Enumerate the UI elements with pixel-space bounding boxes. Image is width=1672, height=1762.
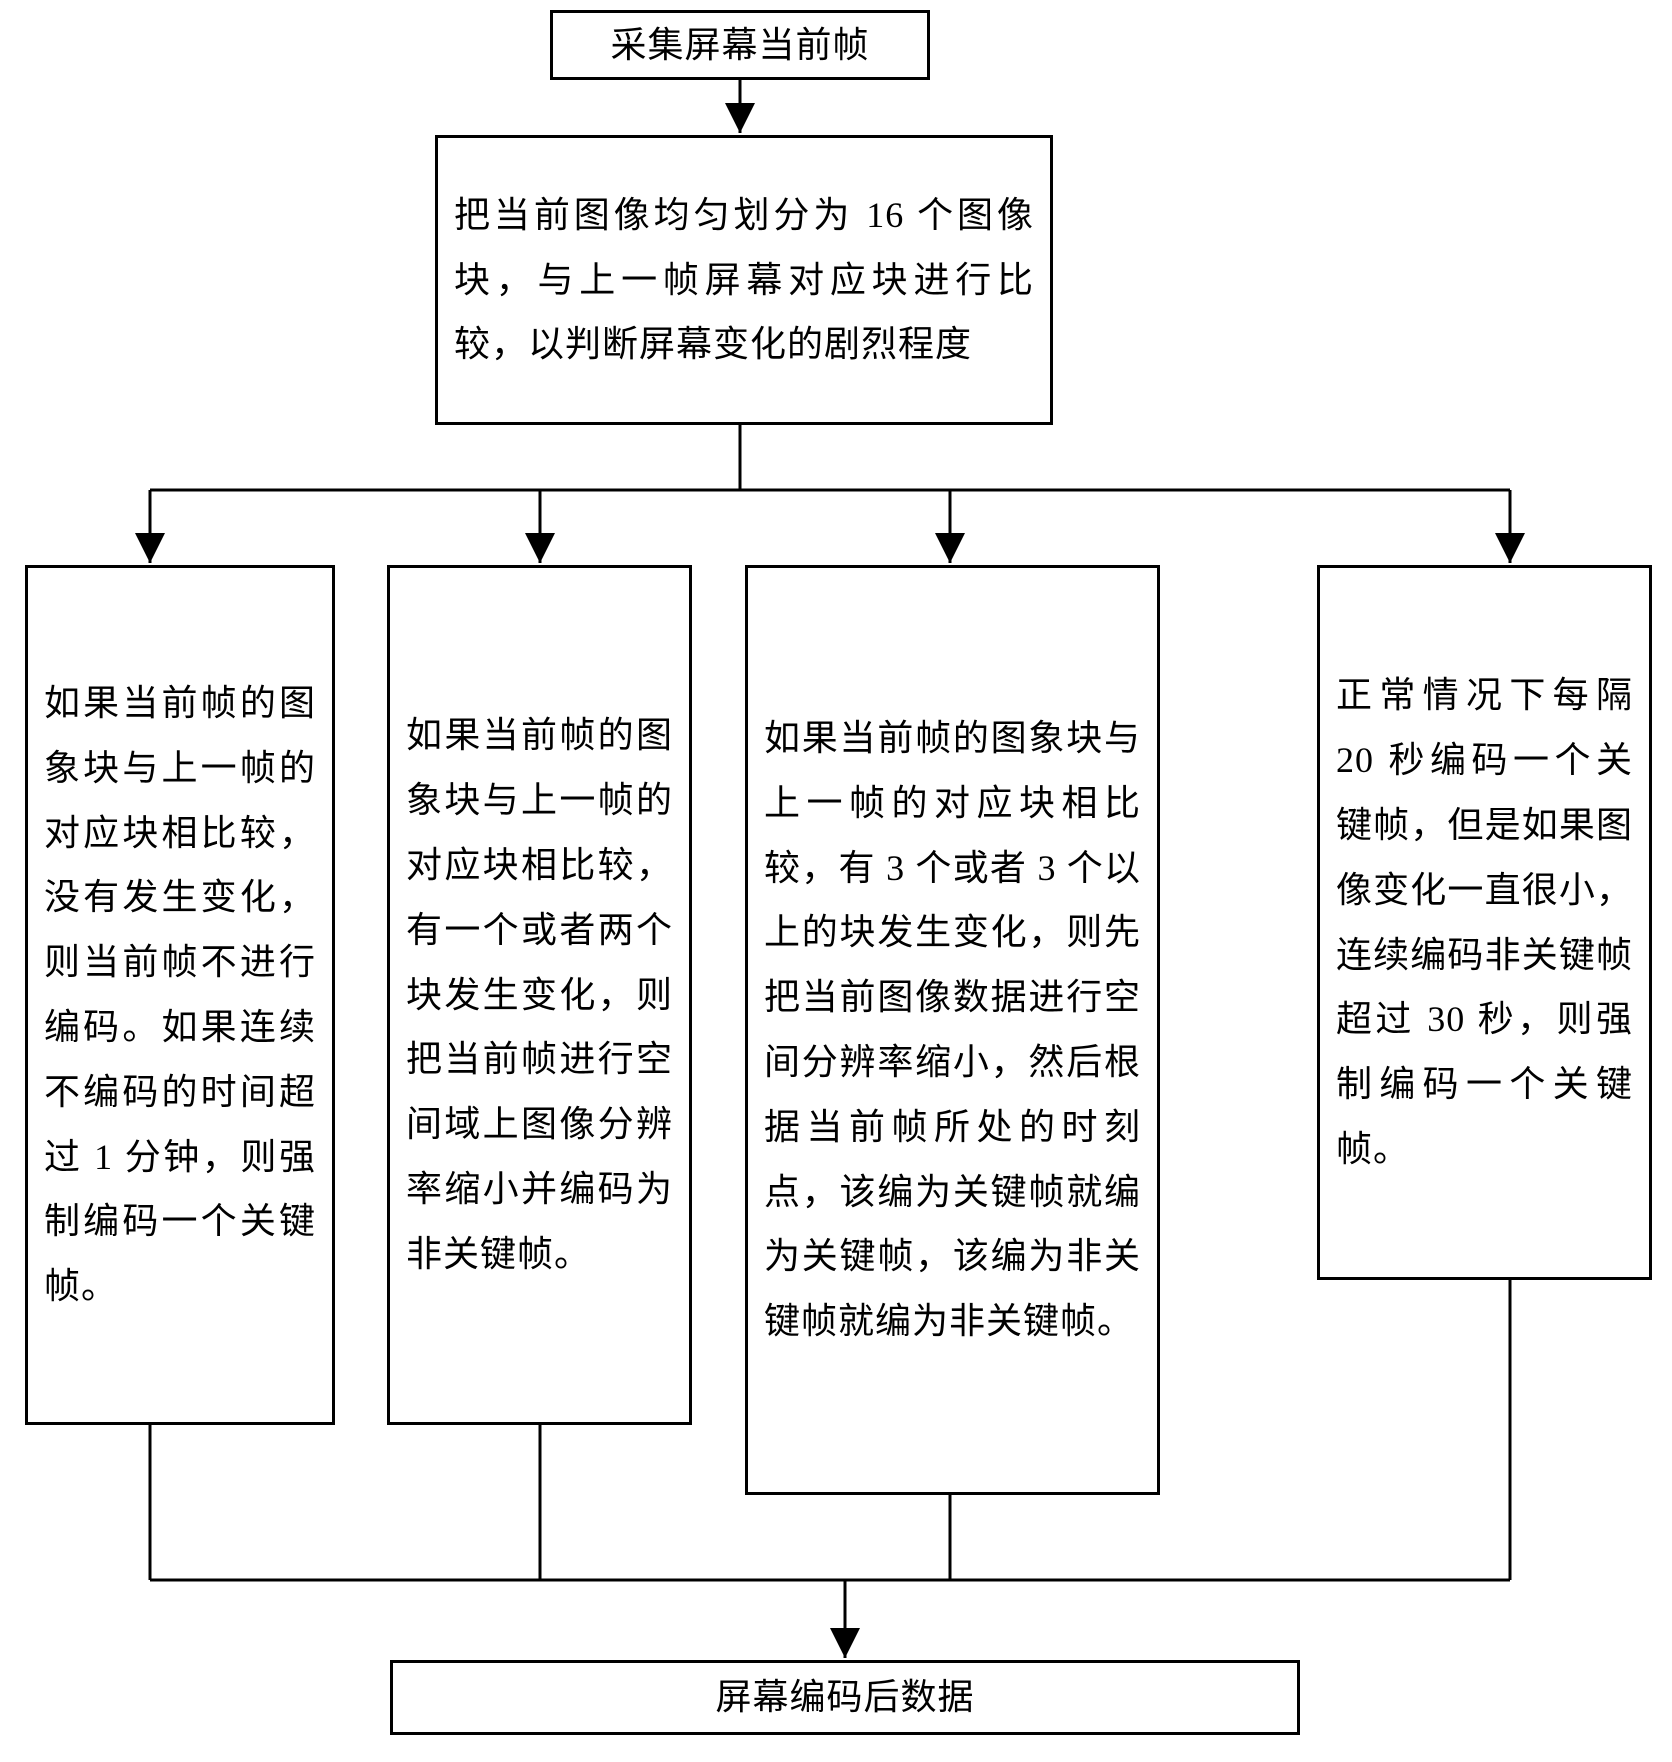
flowchart-node-start: 采集屏幕当前帧 <box>550 10 930 80</box>
node-text: 如果当前帧的图象块与上一帧的对应块相比较，有一个或者两个块发生变化，则把当前帧进… <box>406 703 673 1286</box>
node-text: 把当前图像均匀划分为 16 个图像块，与上一帧屏幕对应块进行比较，以判断屏幕变化… <box>454 183 1034 377</box>
node-text: 如果当前帧的图象块与上一帧的对应块相比较，有 3 个或者 3 个以上的块发生变化… <box>764 706 1141 1354</box>
node-text: 如果当前帧的图象块与上一帧的对应块相比较，没有发生变化，则当前帧不进行编码。如果… <box>44 671 316 1319</box>
flowchart-node-branch4: 正常情况下每隔 20 秒编码一个关键帧，但是如果图像变化一直很小，连续编码非关键… <box>1317 565 1652 1280</box>
flowchart-node-branch2: 如果当前帧的图象块与上一帧的对应块相比较，有一个或者两个块发生变化，则把当前帧进… <box>387 565 692 1425</box>
flowchart-node-branch3: 如果当前帧的图象块与上一帧的对应块相比较，有 3 个或者 3 个以上的块发生变化… <box>745 565 1160 1495</box>
flowchart-node-divide: 把当前图像均匀划分为 16 个图像块，与上一帧屏幕对应块进行比较，以判断屏幕变化… <box>435 135 1053 425</box>
flowchart-node-end: 屏幕编码后数据 <box>390 1660 1300 1735</box>
node-text: 屏幕编码后数据 <box>715 1665 974 1730</box>
node-text: 正常情况下每隔 20 秒编码一个关键帧，但是如果图像变化一直很小，连续编码非关键… <box>1336 663 1633 1181</box>
flowchart-node-branch1: 如果当前帧的图象块与上一帧的对应块相比较，没有发生变化，则当前帧不进行编码。如果… <box>25 565 335 1425</box>
node-text: 采集屏幕当前帧 <box>610 13 869 78</box>
